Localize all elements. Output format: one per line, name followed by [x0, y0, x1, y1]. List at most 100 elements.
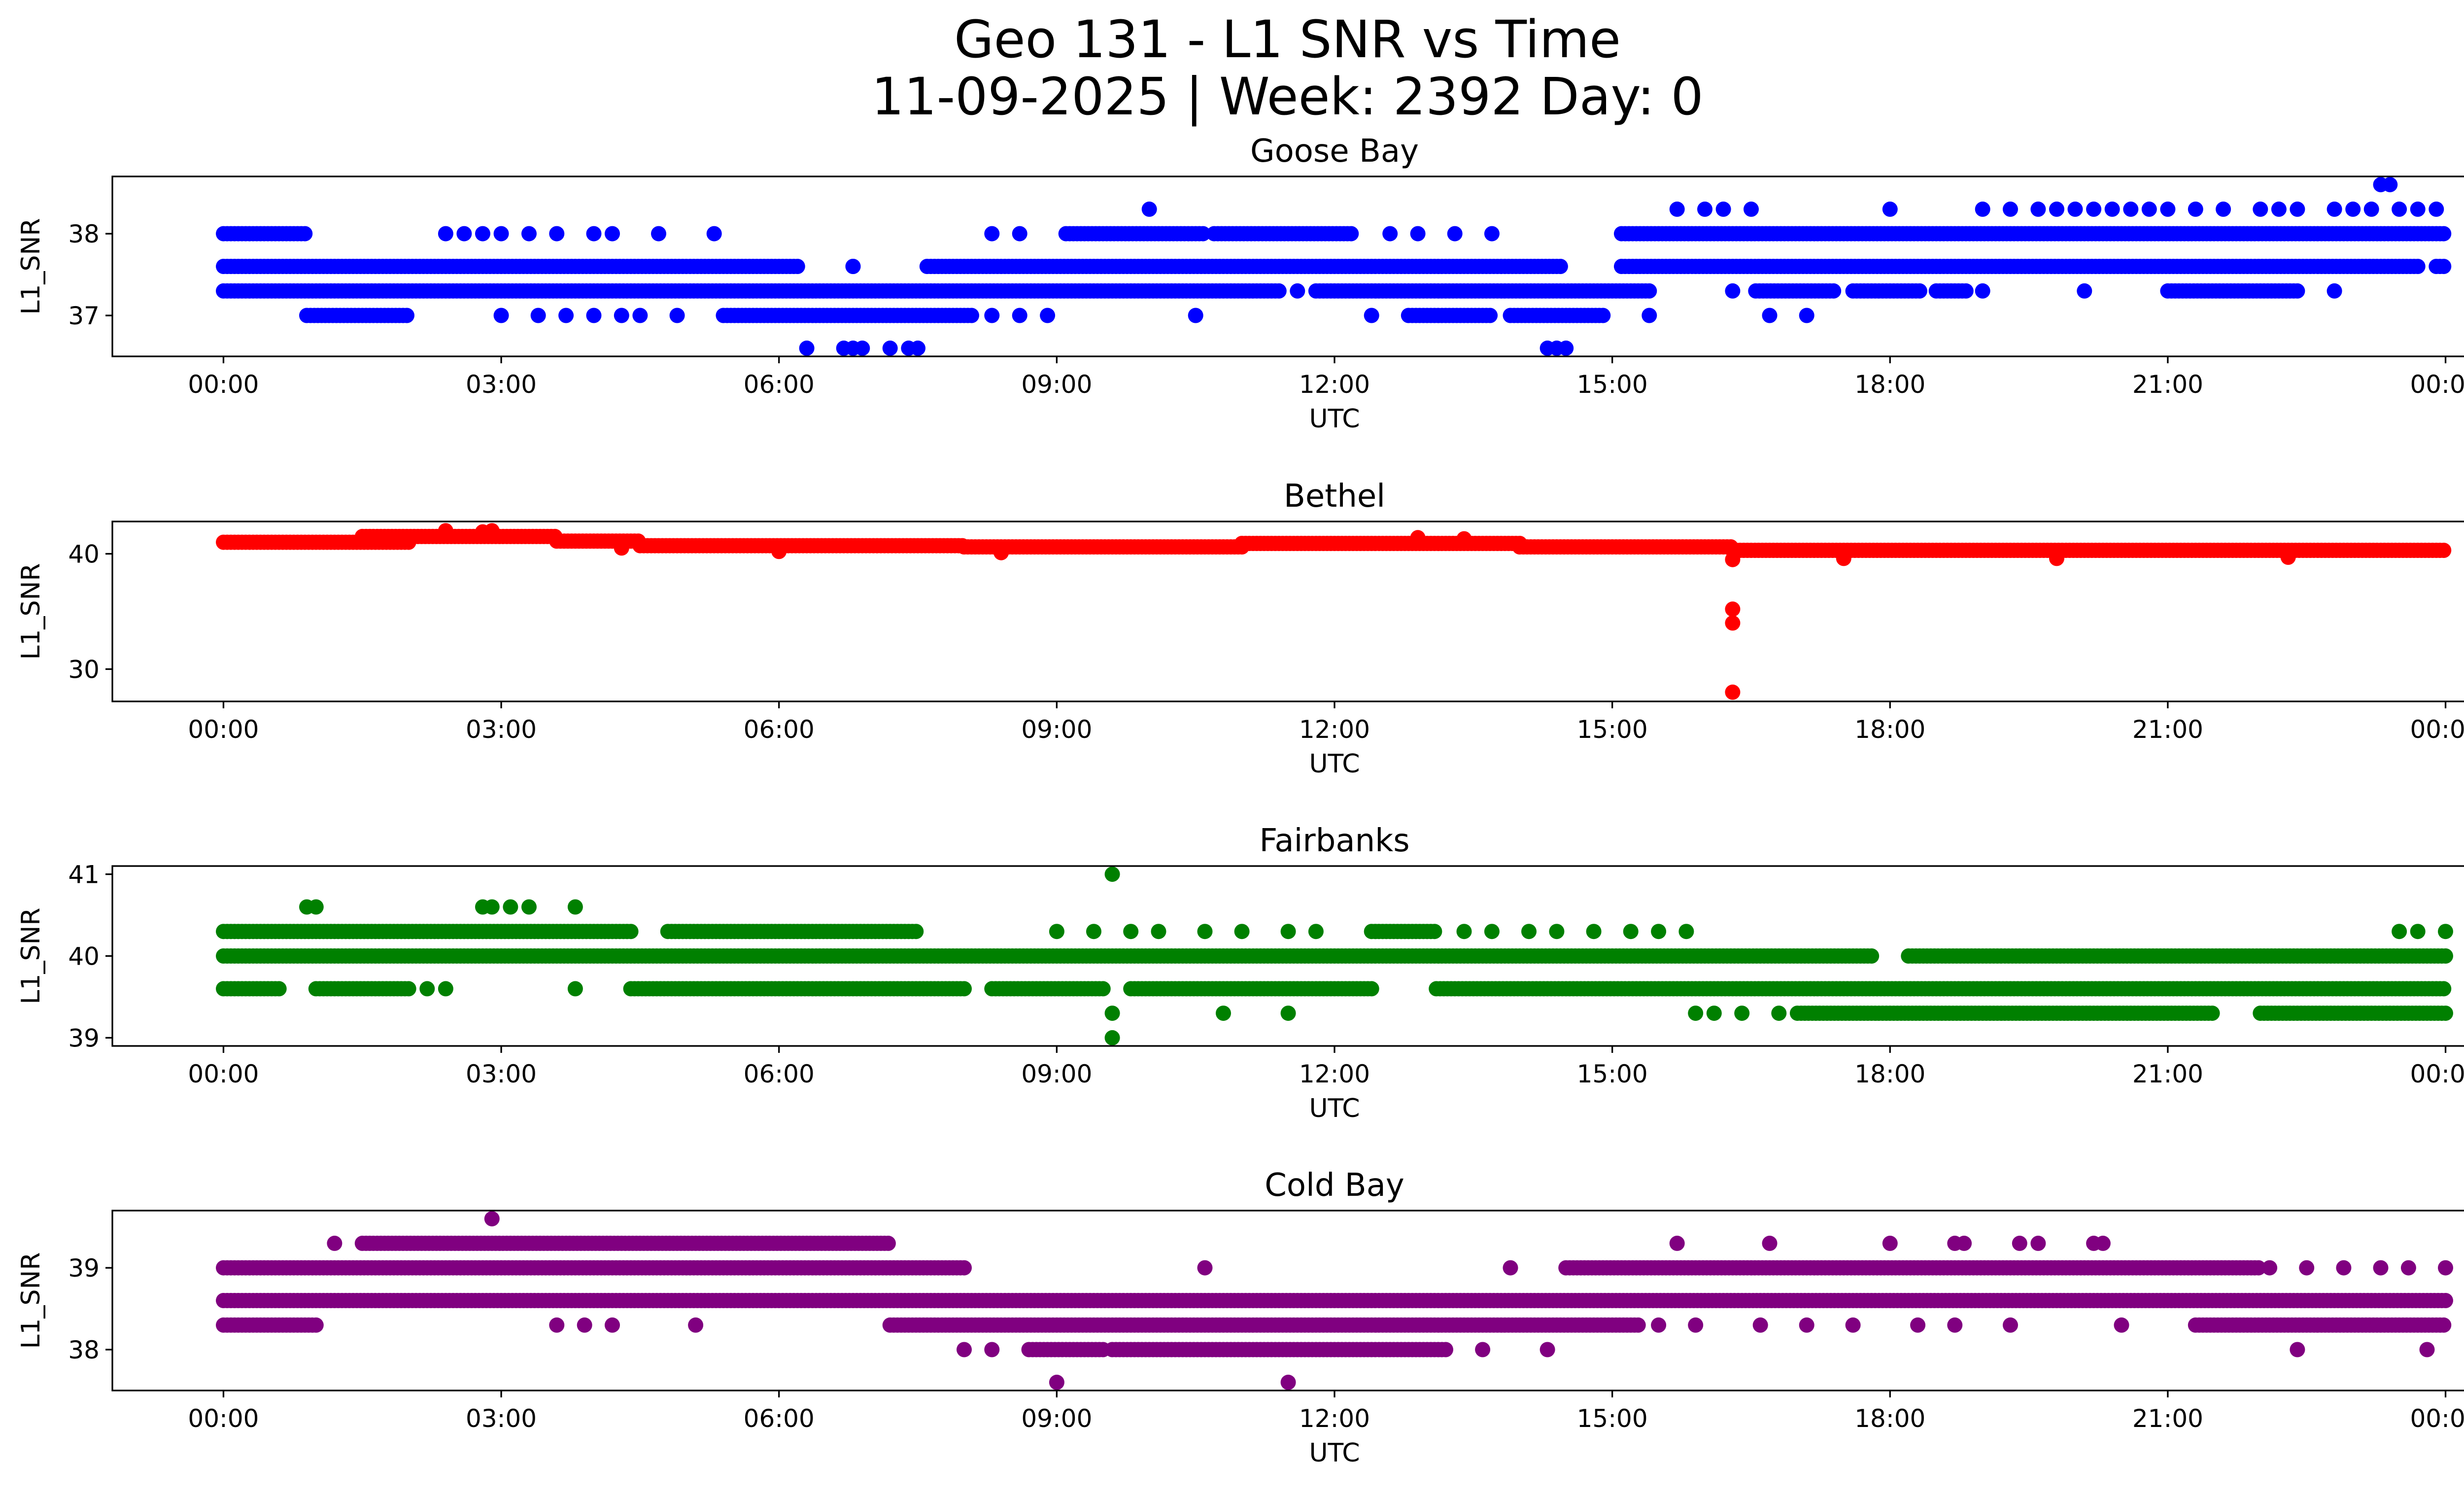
data-point: [521, 226, 537, 242]
data-point: [2363, 201, 2379, 217]
data-point: [1826, 283, 1842, 299]
data-point: [2327, 201, 2342, 217]
data-point: [1912, 283, 1927, 299]
x-axis-label: UTC: [1309, 749, 1360, 779]
data-point: [957, 981, 972, 997]
data-point: [2429, 201, 2444, 217]
data-point: [2392, 201, 2407, 217]
y-tick-label: 30: [68, 655, 100, 684]
data-point: [2086, 201, 2102, 217]
data-point: [549, 226, 565, 242]
data-point: [2104, 201, 2120, 217]
data-point: [651, 226, 666, 242]
data-point: [456, 226, 472, 242]
data-point: [2188, 201, 2203, 217]
data-point: [1427, 924, 1442, 939]
data-point: [855, 340, 870, 356]
data-point: [1725, 615, 1741, 631]
data-point: [2327, 283, 2342, 299]
data-point: [1706, 1006, 1722, 1021]
data-point: [308, 1317, 324, 1333]
data-point: [799, 340, 815, 356]
x-tick-label: 06:00: [744, 370, 815, 399]
data-point: [1141, 201, 1157, 217]
x-tick-label: 21:00: [2132, 370, 2203, 399]
data-point: [530, 308, 546, 323]
data-point: [1864, 948, 1880, 964]
data-point: [706, 226, 722, 242]
x-tick-label: 00:00: [188, 1060, 259, 1088]
data-point: [1558, 340, 1574, 356]
x-tick-label: 00:00: [188, 370, 259, 399]
data-point: [882, 340, 898, 356]
data-point: [1669, 201, 1685, 217]
data-point: [1482, 308, 1498, 323]
x-tick-label: 09:00: [1021, 715, 1092, 744]
data-point: [567, 981, 583, 997]
data-point: [297, 226, 313, 242]
data-point: [623, 924, 639, 939]
data-point: [2438, 948, 2453, 964]
x-tick-label: 12:00: [1299, 715, 1370, 744]
y-axis-label: L1_SNR: [16, 907, 46, 1004]
y-axis-label: L1_SNR: [16, 218, 46, 314]
data-point: [1586, 924, 1602, 939]
x-tick-label: 06:00: [744, 1060, 815, 1088]
data-point: [1744, 201, 1759, 217]
data-point: [2438, 1293, 2453, 1308]
data-point: [1012, 226, 1027, 242]
data-point: [1521, 924, 1537, 939]
data-point: [438, 523, 453, 539]
data-point: [669, 308, 685, 323]
data-point: [438, 226, 453, 242]
y-tick-label: 40: [68, 942, 100, 971]
data-point: [1049, 924, 1064, 939]
data-point: [1642, 283, 1657, 299]
data-point: [2410, 259, 2426, 274]
subplot-title: Cold Bay: [1265, 1167, 1404, 1204]
data-point: [1456, 924, 1472, 939]
x-tick-label: 06:00: [744, 715, 815, 744]
data-point: [1234, 924, 1250, 939]
data-point: [984, 308, 1000, 323]
data-point: [399, 308, 414, 323]
data-point: [1595, 308, 1611, 323]
data-point: [401, 981, 416, 997]
x-tick-label: 00:00: [2410, 370, 2464, 399]
data-point: [1734, 1006, 1750, 1021]
data-point: [2160, 201, 2176, 217]
data-series-bethel: [216, 523, 2452, 700]
data-point: [1104, 1030, 1120, 1045]
data-point: [521, 899, 537, 915]
x-axis-label: UTC: [1309, 404, 1360, 434]
x-tick-label: 12:00: [1299, 1060, 1370, 1088]
data-point: [632, 308, 648, 323]
data-point: [1280, 924, 1296, 939]
data-point: [1882, 201, 1898, 217]
data-point: [1280, 1006, 1296, 1021]
data-point: [1725, 601, 1741, 617]
data-point: [1642, 308, 1657, 323]
data-point: [1549, 924, 1565, 939]
data-point: [789, 259, 805, 274]
data-point: [2436, 981, 2452, 997]
data-point: [308, 899, 324, 915]
data-point: [1762, 308, 1778, 323]
y-tick-label: 37: [68, 302, 100, 330]
x-tick-label: 18:00: [1854, 370, 1925, 399]
data-point: [2382, 177, 2398, 193]
x-tick-label: 03:00: [466, 370, 537, 399]
data-point: [2436, 226, 2452, 242]
data-point: [586, 308, 602, 323]
x-tick-label: 15:00: [1577, 1060, 1648, 1088]
subplot-title: Fairbanks: [1259, 823, 1409, 859]
figure-title-line-1: Geo 131 - L1 SNR vs Time: [954, 9, 1621, 70]
data-point: [2253, 201, 2268, 217]
x-tick-label: 18:00: [1854, 715, 1925, 744]
data-point: [2438, 1006, 2453, 1021]
data-point: [419, 981, 435, 997]
